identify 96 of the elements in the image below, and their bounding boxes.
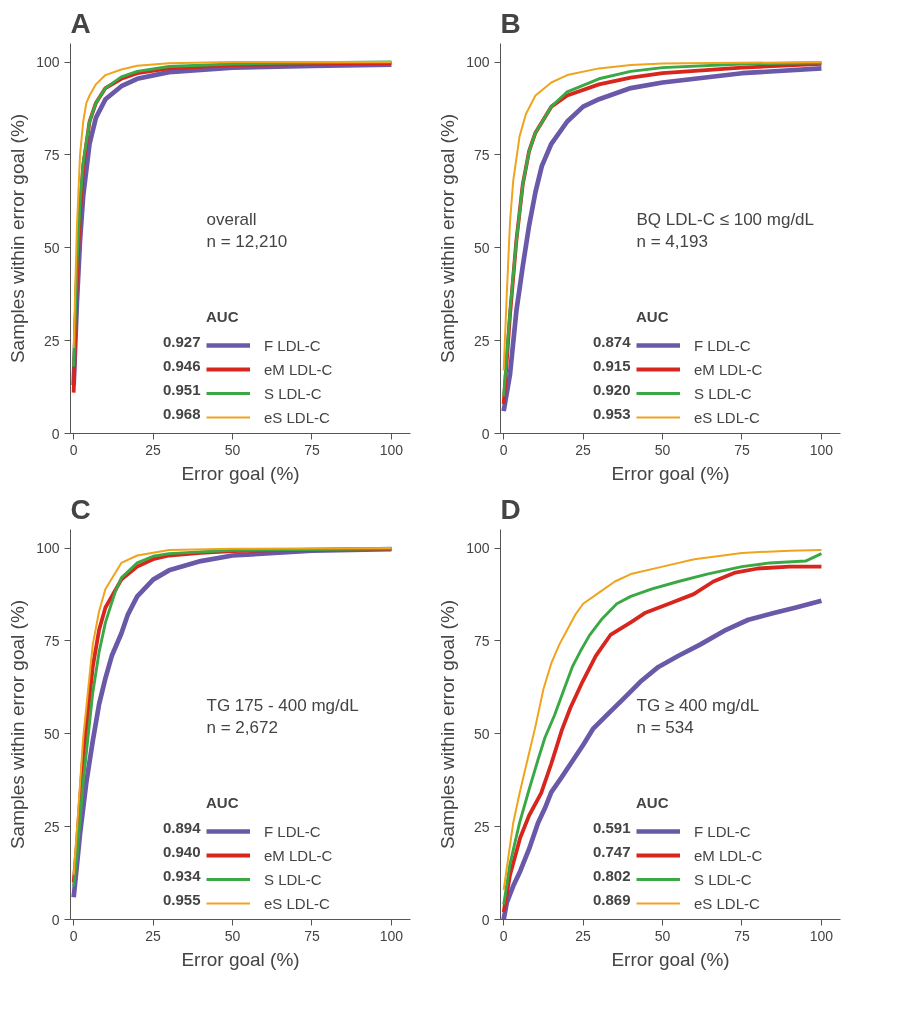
annotation: 0.802: [592, 866, 631, 884]
y-tick-label: 50: [473, 725, 490, 742]
y-tick-label: 100: [36, 54, 60, 71]
x-tick-label: 25: [575, 927, 592, 944]
chart-title: D: [500, 493, 521, 525]
x-tick-label: 75: [304, 441, 320, 458]
legend-label: F LDL-C: [264, 821, 321, 842]
annotation: 0.951: [162, 380, 201, 398]
x-tick-label: 0: [69, 927, 78, 944]
annotation: 0.894: [162, 818, 202, 836]
y-tick-label: 50: [473, 239, 490, 256]
y-axis-title: Samples within error goal (%): [437, 599, 459, 850]
y-tick-label: 100: [466, 54, 490, 71]
x-tick-label: 50: [224, 441, 241, 458]
x-axis-title: Error goal (%): [181, 948, 300, 970]
x-tick-label: 25: [145, 441, 162, 458]
y-tick-label: 0: [481, 911, 490, 928]
annotation: 0.940: [162, 842, 201, 860]
annotation: n = 2,672: [206, 717, 278, 737]
legend-label: S LDL-C: [264, 383, 322, 404]
x-axis-title: Error goal (%): [611, 948, 730, 970]
annotation: 0.869: [592, 890, 631, 908]
annotation: n = 12,210: [206, 231, 288, 251]
x-tick-label: 0: [499, 441, 508, 458]
legend-label: eM LDL-C: [264, 845, 333, 866]
x-axis-title: Error goal (%): [611, 462, 730, 484]
annotation: 0.934: [162, 866, 202, 884]
legend-label: F LDL-C: [264, 335, 321, 356]
annotation: 0.968: [162, 404, 201, 422]
y-tick-label: 75: [473, 146, 490, 163]
legend-label: S LDL-C: [694, 869, 752, 890]
x-tick-label: 0: [69, 441, 78, 458]
annotation: 0.946: [162, 356, 201, 374]
y-tick-label: 25: [473, 332, 490, 349]
y-axis-title: Samples within error goal (%): [7, 599, 29, 850]
annotation: TG ≥ 400 mg/dL: [636, 695, 760, 715]
y-tick-label: 100: [466, 540, 490, 557]
x-tick-label: 100: [379, 927, 404, 944]
legend-label: F LDL-C: [694, 335, 751, 356]
y-tick-label: 25: [473, 818, 490, 835]
annotation: 0.591: [592, 818, 631, 836]
y-tick-label: 25: [43, 332, 60, 349]
y-tick-label: 75: [43, 146, 60, 163]
annotation: TG 175 - 400 mg/dL: [206, 695, 359, 715]
legend-label: eS LDL-C: [694, 893, 760, 914]
legend-label: S LDL-C: [694, 383, 752, 404]
x-tick-label: 75: [734, 927, 750, 944]
legend-label: eM LDL-C: [264, 359, 333, 380]
annotation: n = 4,193: [636, 231, 708, 251]
x-tick-label: 75: [304, 927, 320, 944]
legend-label: eS LDL-C: [694, 407, 760, 428]
y-tick-label: 75: [43, 632, 60, 649]
y-tick-label: 0: [51, 425, 60, 442]
x-tick-label: 75: [734, 441, 750, 458]
y-tick-label: 0: [481, 425, 490, 442]
x-tick-label: 50: [224, 927, 241, 944]
y-axis-title: Samples within error goal (%): [437, 113, 459, 364]
legend-title: AUC: [636, 308, 670, 325]
legend-label: eM LDL-C: [694, 359, 763, 380]
legend-title: AUC: [206, 308, 240, 325]
x-tick-label: 25: [145, 927, 162, 944]
legend-title: AUC: [206, 794, 240, 811]
y-tick-label: 0: [51, 911, 60, 928]
annotation: 0.920: [592, 380, 631, 398]
y-tick-label: 25: [43, 818, 60, 835]
legend-label: eS LDL-C: [264, 893, 330, 914]
annotation: 0.874: [592, 332, 632, 350]
x-tick-label: 100: [809, 927, 834, 944]
chart-title: A: [70, 7, 91, 39]
x-tick-label: 100: [809, 441, 834, 458]
x-tick-label: 50: [654, 441, 671, 458]
legend-label: eM LDL-C: [694, 845, 763, 866]
y-tick-label: 100: [36, 540, 60, 557]
annotation: n = 534: [636, 717, 694, 737]
x-tick-label: 0: [499, 927, 508, 944]
x-tick-label: 25: [575, 441, 592, 458]
annotation: overall: [206, 209, 257, 229]
legend-label: eS LDL-C: [264, 407, 330, 428]
annotation: 0.915: [592, 356, 631, 374]
annotation: 0.747: [592, 842, 631, 860]
y-tick-label: 50: [43, 725, 60, 742]
annotation: 0.955: [162, 890, 201, 908]
chart-title: B: [500, 7, 521, 39]
y-tick-label: 50: [43, 239, 60, 256]
x-axis-title: Error goal (%): [181, 462, 300, 484]
legend-label: S LDL-C: [264, 869, 322, 890]
x-tick-label: 100: [379, 441, 404, 458]
legend-label: F LDL-C: [694, 821, 751, 842]
x-tick-label: 50: [654, 927, 671, 944]
legend-title: AUC: [636, 794, 670, 811]
chart-title: C: [70, 493, 91, 525]
annotation: 0.927: [162, 332, 201, 350]
annotation: BQ LDL-C ≤ 100 mg/dL: [636, 209, 815, 229]
y-tick-label: 75: [473, 632, 490, 649]
annotation: 0.953: [592, 404, 631, 422]
y-axis-title: Samples within error goal (%): [7, 113, 29, 364]
